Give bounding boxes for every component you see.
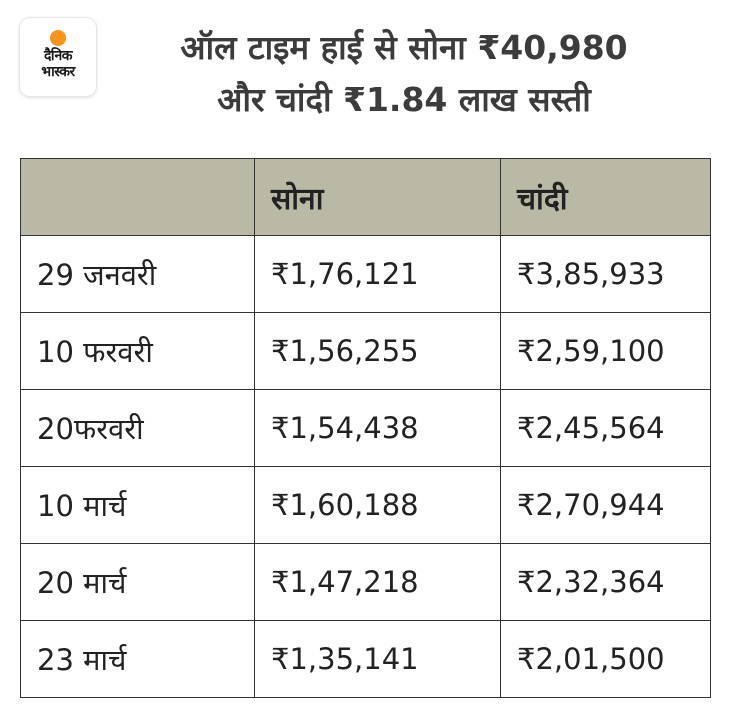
header-silver: चांदी (500, 158, 711, 236)
row-date: 10 फरवरी (20, 312, 255, 390)
row-gold-price: ₹1,60,188 (254, 466, 501, 544)
row-silver-price: ₹2,32,364 (500, 543, 711, 621)
table-row: 10 फरवरी ₹1,56,255 ₹2,59,100 (20, 312, 711, 390)
row-silver-price: ₹2,59,100 (500, 312, 711, 390)
row-silver-price: ₹3,85,933 (500, 235, 711, 313)
logo-text-line2: भास्कर (41, 64, 75, 80)
row-date: 23 मार्च (20, 620, 255, 698)
headline-line2: और चांदी ₹1.84 लाख सस्ती (217, 80, 591, 119)
table-row: 10 मार्च ₹1,60,188 ₹2,70,944 (20, 466, 711, 544)
table-row: 23 मार्च ₹1,35,141 ₹2,01,500 (20, 620, 711, 698)
logo-text-line1: दैनिक (43, 48, 73, 64)
table-row: 20फरवरी ₹1,54,438 ₹2,45,564 (20, 389, 711, 467)
price-table: सोना चांदी 29 जनवरी ₹1,76,121 ₹3,85,933 … (20, 158, 711, 698)
headline-line1: ऑल टाइम हाई से सोना ₹40,980 (180, 28, 628, 67)
headline: ऑल टाइम हाई से सोना ₹40,980 और चांदी ₹1.… (104, 22, 704, 126)
row-date: 20फरवरी (20, 389, 255, 467)
table-row: 29 जनवरी ₹1,76,121 ₹3,85,933 (20, 235, 711, 313)
row-gold-price: ₹1,47,218 (254, 543, 501, 621)
row-silver-price: ₹2,70,944 (500, 466, 711, 544)
row-gold-price: ₹1,76,121 (254, 235, 501, 313)
row-gold-price: ₹1,54,438 (254, 389, 501, 467)
sun-icon (50, 30, 66, 46)
row-silver-price: ₹2,45,564 (500, 389, 711, 467)
row-date: 29 जनवरी (20, 235, 255, 313)
row-silver-price: ₹2,01,500 (500, 620, 711, 698)
row-date: 20 मार्च (20, 543, 255, 621)
row-date: 10 मार्च (20, 466, 255, 544)
brand-logo: दैनिक भास्कर (20, 18, 96, 96)
header-date (20, 158, 255, 236)
row-gold-price: ₹1,35,141 (254, 620, 501, 698)
table-row: 20 मार्च ₹1,47,218 ₹2,32,364 (20, 543, 711, 621)
header-gold: सोना (254, 158, 501, 236)
table-header-row: सोना चांदी (20, 158, 711, 236)
row-gold-price: ₹1,56,255 (254, 312, 501, 390)
